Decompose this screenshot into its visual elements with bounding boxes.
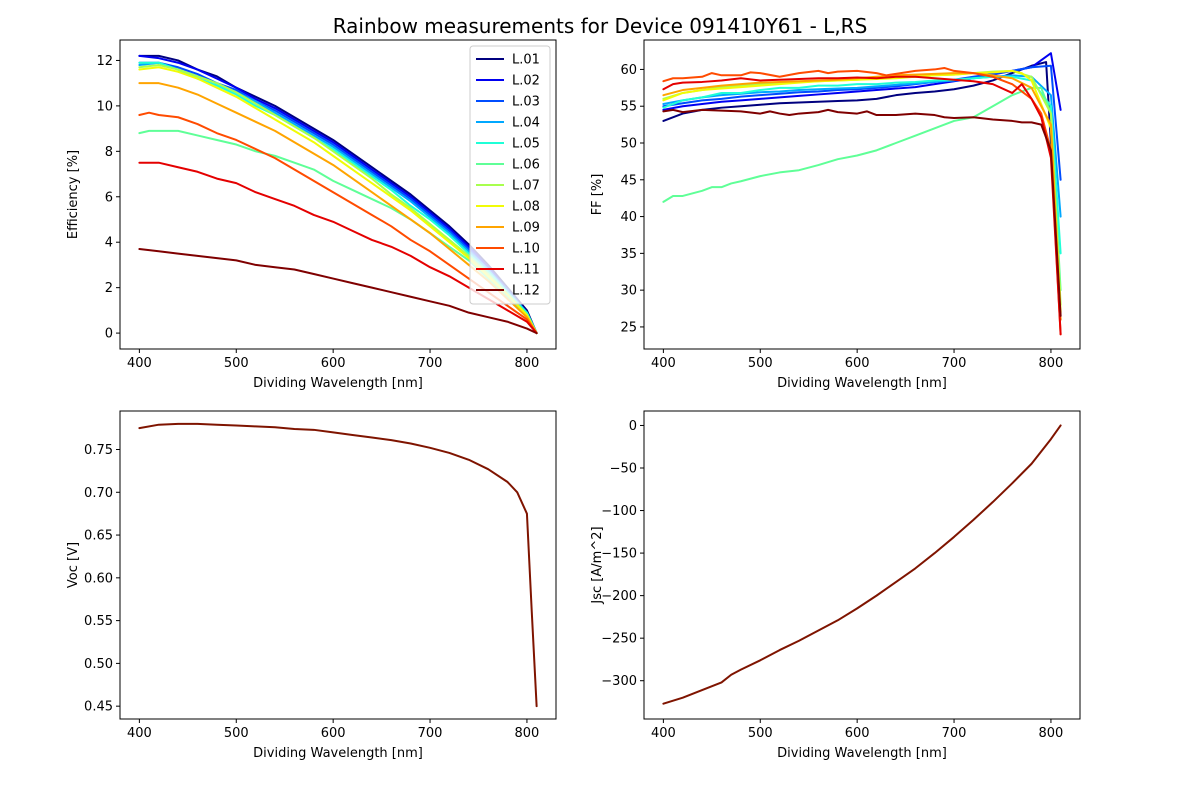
ff-subplot: 400 500 600 700 800 25 30 35 40 45 50 55 60 Dividing … [590, 39, 1081, 391]
efficiency-y-tick-label: 6 [105, 190, 113, 205]
jsc-y-tick-label: −100 [601, 504, 637, 519]
efficiency-x-tick-label: 600 [321, 356, 346, 371]
voc-x-axis-label: Dividing Wavelength [nm] [253, 746, 423, 761]
efficiency-y-tick-label: 8 [105, 145, 113, 160]
ff-y-tick-label: 40 [620, 210, 637, 225]
voc-x-tick-label: 600 [321, 726, 346, 741]
efficiency-legend-label: L.12 [512, 284, 540, 299]
jsc-x-tick-label: 700 [942, 726, 967, 741]
efficiency-subplot: 400 500 600 700 800 0 2 4 6 8 10 12 Dividing Wavelen… [66, 39, 557, 391]
jsc-y-axis-label: Jsc [A/m^2] [590, 526, 605, 604]
efficiency-legend-label: L.09 [512, 221, 540, 236]
efficiency-plot-frame [119, 39, 557, 350]
ff-x-axis-label: Dividing Wavelength [nm] [777, 376, 947, 391]
jsc-series-group [662, 424, 1062, 705]
ff-y-tick-label: 60 [620, 63, 637, 78]
ff-y-tick-label: 55 [620, 100, 637, 115]
voc-y-tick-label: 0.70 [84, 486, 113, 501]
jsc-series-line-jsc [662, 424, 1062, 705]
ff-y-tick-label: 35 [620, 247, 637, 262]
jsc-x-tick-label: 500 [748, 726, 773, 741]
jsc-y-tick-label: −150 [601, 547, 637, 562]
ff-x-tick-label: 800 [1039, 356, 1064, 371]
efficiency-x-tick-label: 400 [127, 356, 152, 371]
ff-y-tick-label: 50 [620, 137, 637, 152]
ff-series-line-l-06 [662, 86, 1062, 292]
voc-x-tick-label: 800 [515, 726, 540, 741]
jsc-plot-frame [643, 410, 1081, 720]
jsc-y-tick-label: −250 [601, 632, 637, 647]
ff-y-tick-label: 30 [620, 284, 637, 299]
efficiency-x-axis-label: Dividing Wavelength [nm] [253, 376, 423, 391]
jsc-x-axis-label: Dividing Wavelength [nm] [777, 746, 947, 761]
ff-series-group [662, 52, 1062, 336]
jsc-y-tick-label: −200 [601, 589, 637, 604]
efficiency-legend-label: L.03 [512, 95, 540, 110]
voc-y-tick-label: 0.50 [84, 657, 113, 672]
voc-plot-frame [119, 410, 557, 720]
jsc-x-tick-label: 600 [845, 726, 870, 741]
efficiency-legend-label: L.08 [512, 200, 540, 215]
ff-x-tick-label: 600 [845, 356, 870, 371]
efficiency-y-tick-label: 12 [96, 54, 113, 69]
voc-y-axis-label: Voc [V] [66, 542, 81, 588]
voc-x-tick-label: 500 [224, 726, 249, 741]
voc-series-line-voc [138, 422, 538, 708]
jsc-subplot: 400 500 600 700 800 −300 −250 −200 −150 −100 −50 0 D… [590, 410, 1081, 761]
ff-series-line-l-11 [662, 75, 1062, 336]
jsc-x-tick-label: 400 [651, 726, 676, 741]
efficiency-legend-label: L.01 [512, 53, 540, 68]
efficiency-legend-label: L.02 [512, 74, 540, 89]
efficiency-x-tick-label: 500 [224, 356, 249, 371]
figure-title: Rainbow measurements for Device 091410Y6… [333, 14, 868, 38]
ff-y-axis-label: FF [%] [590, 174, 605, 216]
ff-x-tick-label: 700 [942, 356, 967, 371]
voc-y-tick-label: 0.45 [84, 700, 113, 715]
ff-y-tick-label: 25 [620, 320, 637, 335]
voc-subplot: 400 500 600 700 800 0.45 0.50 0.55 0.60 0.65 0.70 0… [66, 410, 557, 761]
efficiency-y-axis-label: Efficiency [%] [66, 150, 81, 239]
efficiency-x-tick-label: 700 [418, 356, 443, 371]
voc-x-tick-label: 400 [127, 726, 152, 741]
efficiency-legend: L.01 L.02 L.03 L.04 L.05 L.06 L.07 L.08 L.09 L.10… [469, 45, 551, 305]
ff-x-tick-label: 400 [651, 356, 676, 371]
efficiency-legend-label: L.11 [512, 263, 540, 278]
efficiency-series-line-l-12 [138, 248, 538, 335]
voc-y-tick-label: 0.75 [84, 443, 113, 458]
jsc-x-tick-label: 800 [1039, 726, 1064, 741]
efficiency-legend-label: L.04 [512, 116, 540, 131]
ff-plot-frame [643, 39, 1081, 350]
jsc-y-tick-label: −300 [601, 674, 637, 689]
efficiency-x-tick-label: 800 [515, 356, 540, 371]
ff-series-line-l-10 [662, 66, 1062, 336]
voc-x-tick-label: 700 [418, 726, 443, 741]
ff-x-tick-label: 500 [748, 356, 773, 371]
efficiency-y-tick-label: 0 [105, 327, 113, 342]
jsc-y-tick-label: −50 [610, 462, 637, 477]
efficiency-legend-label: L.07 [512, 179, 540, 194]
voc-y-tick-label: 0.55 [84, 614, 113, 629]
efficiency-legend-box [469, 45, 551, 305]
jsc-y-tick-label: 0 [629, 419, 637, 434]
efficiency-y-tick-label: 10 [96, 99, 113, 114]
ff-series-line-l-12 [662, 108, 1062, 317]
efficiency-legend-label: L.10 [512, 242, 540, 257]
voc-y-tick-label: 0.60 [84, 571, 113, 586]
efficiency-y-tick-label: 2 [105, 281, 113, 296]
efficiency-legend-label: L.06 [512, 158, 540, 173]
voc-y-tick-label: 0.65 [84, 529, 113, 544]
efficiency-legend-label: L.05 [512, 137, 540, 152]
ff-y-tick-label: 45 [620, 173, 637, 188]
efficiency-y-tick-label: 4 [105, 236, 113, 251]
voc-series-group [138, 422, 538, 708]
